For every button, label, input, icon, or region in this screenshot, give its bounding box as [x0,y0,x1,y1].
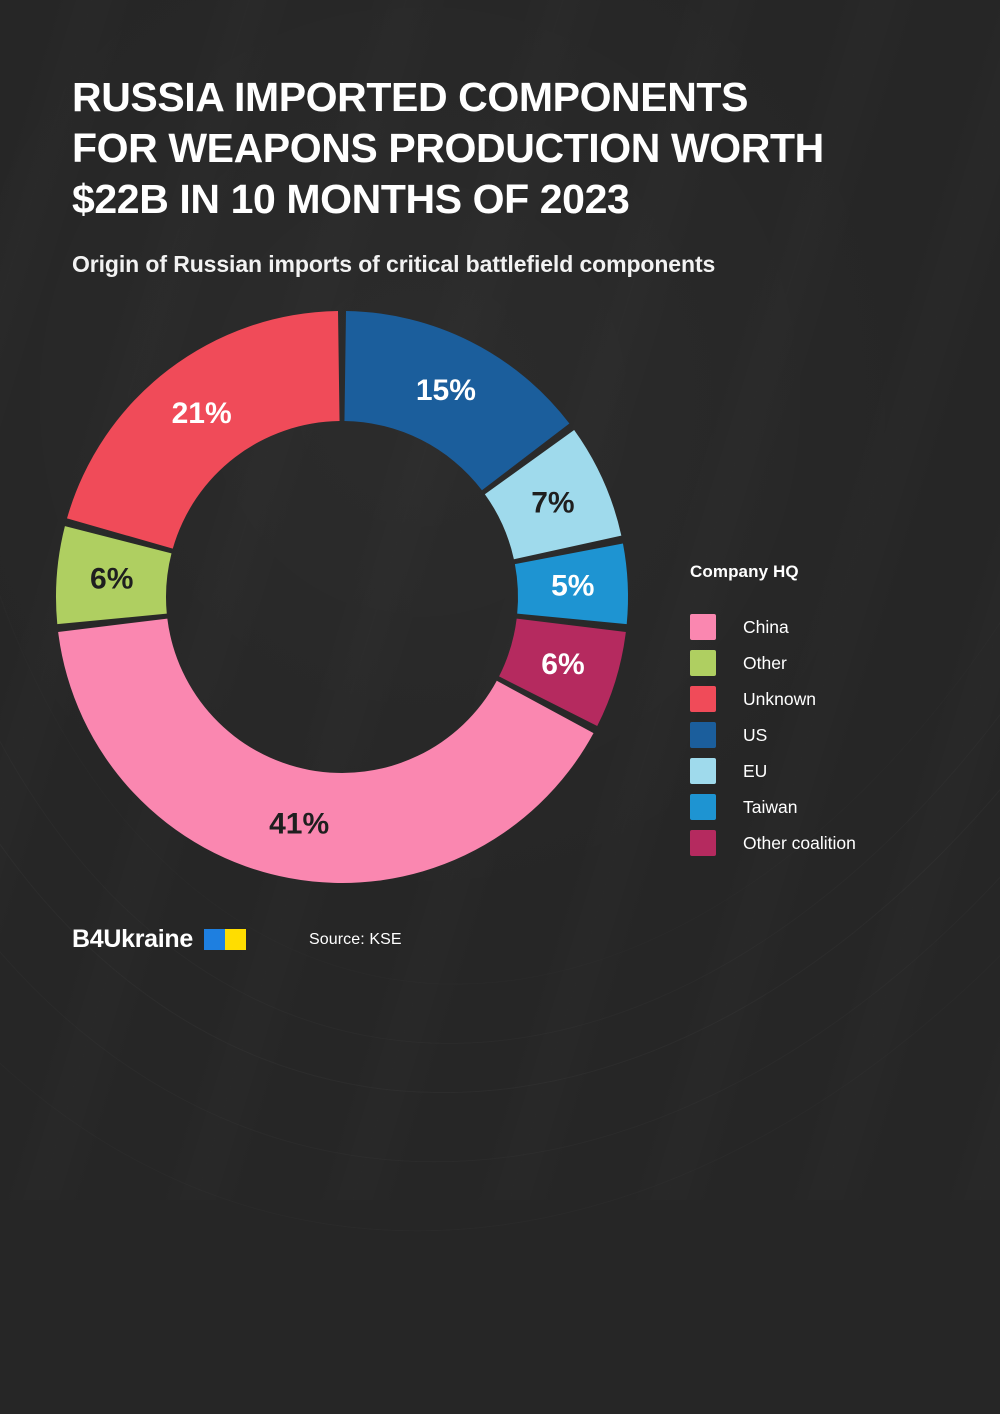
donut-slices [56,311,629,884]
legend-item-eu[interactable]: EU [690,753,970,789]
header: RUSSIA IMPORTED COMPONENTS FOR WEAPONS P… [72,72,952,278]
donut-slice-label-china: 41% [269,807,329,840]
brand-logo[interactable]: B4Ukraine [72,925,246,954]
page-title: RUSSIA IMPORTED COMPONENTS FOR WEAPONS P… [72,74,824,222]
legend-item-label: Other [743,652,787,673]
donut-chart: 15% 7% 5% 6% 41% 6% 21% [0,0,700,1000]
infographic-content: RUSSIA IMPORTED COMPONENTS FOR WEAPONS P… [0,0,970,1000]
page-subtitle: Origin of Russian imports of critical ba… [72,251,716,277]
donut-slice-label-other: 6% [90,563,133,596]
legend-item-china[interactable]: China [690,609,970,645]
legend-swatch-icon [690,830,716,856]
legend-swatch-icon [690,650,716,676]
source-attribution: Source: KSE [308,930,402,948]
donut-slice-us[interactable] [344,311,570,491]
donut-slice-china[interactable] [58,618,594,884]
legend-item-us[interactable]: US [690,717,970,753]
flag-yellow-square [224,929,246,950]
donut-slice-other[interactable] [56,526,172,625]
footer: B4Ukraine Source: KSE [72,925,402,954]
ukraine-flag-icon [203,929,246,950]
legend-item-other[interactable]: Other [690,645,970,681]
chart-legend: Company HQ China Other Unknown US EU Taiwan Ot… [690,562,970,861]
legend-item-label: Unknown [743,688,816,709]
donut-slice-label-eu: 7% [531,486,574,519]
donut-slice-label-us: 15% [416,374,476,407]
donut-slice-label-taiwan: 5% [551,570,594,603]
legend-swatch-icon [690,722,716,748]
legend-item-label: EU [743,760,768,781]
brand-name: B4Ukraine [72,925,193,953]
legend-item-unknown[interactable]: Unknown [690,681,970,717]
donut-slice-label-other-coalition: 6% [541,648,584,681]
donut-slice-eu[interactable] [484,429,622,560]
legend-swatch-icon [690,686,716,712]
legend-item-label: Taiwan [743,796,798,817]
legend-swatch-icon [690,758,716,784]
background-texture [0,0,1000,1200]
legend-item-label: China [743,616,789,637]
legend-swatch-icon [690,794,716,820]
donut-slice-label-unknown: 21% [172,397,232,430]
legend-item-label: US [743,724,768,745]
donut-slice-other-coalition[interactable] [499,618,626,727]
donut-slice-labels: 15% 7% 5% 6% 41% 6% 21% [90,374,594,840]
legend-item-other-coalition[interactable]: Other coalition [690,825,970,861]
flag-blue-square [203,929,225,950]
donut-slice-unknown[interactable] [67,311,340,549]
legend-item-label: Other coalition [743,832,856,853]
donut-slice-taiwan[interactable] [514,543,629,625]
legend-swatch-icon [690,614,716,640]
legend-item-taiwan[interactable]: Taiwan [690,789,970,825]
legend-title: Company HQ [690,562,799,581]
donut-chart-svg: 15% 7% 5% 6% 41% 6% 21% [56,311,629,884]
legend-items: China Other Unknown US EU Taiwan Other coaliti… [690,609,970,861]
